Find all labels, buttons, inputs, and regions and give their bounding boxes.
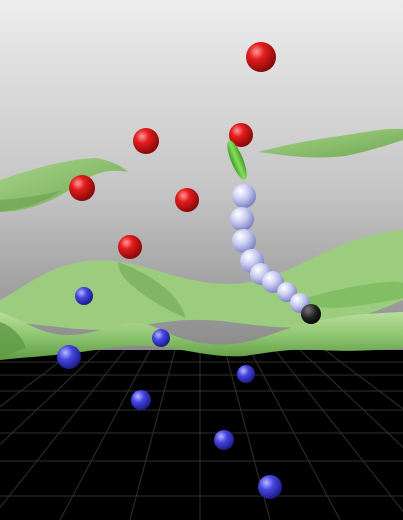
blue-sphere [131, 390, 151, 410]
red-sphere [69, 175, 95, 201]
blue-sphere [152, 329, 170, 347]
blue-sphere [258, 475, 282, 499]
blue-sphere [237, 365, 255, 383]
blue-sphere [214, 430, 234, 450]
chain-end-bead [301, 304, 321, 324]
blue-sphere [57, 345, 81, 369]
blue-sphere [75, 287, 93, 305]
red-sphere [133, 128, 159, 154]
red-sphere [175, 188, 199, 212]
red-sphere [118, 235, 142, 259]
chain-bead [230, 207, 254, 231]
chain-bead [232, 184, 256, 208]
red-sphere [246, 42, 276, 72]
